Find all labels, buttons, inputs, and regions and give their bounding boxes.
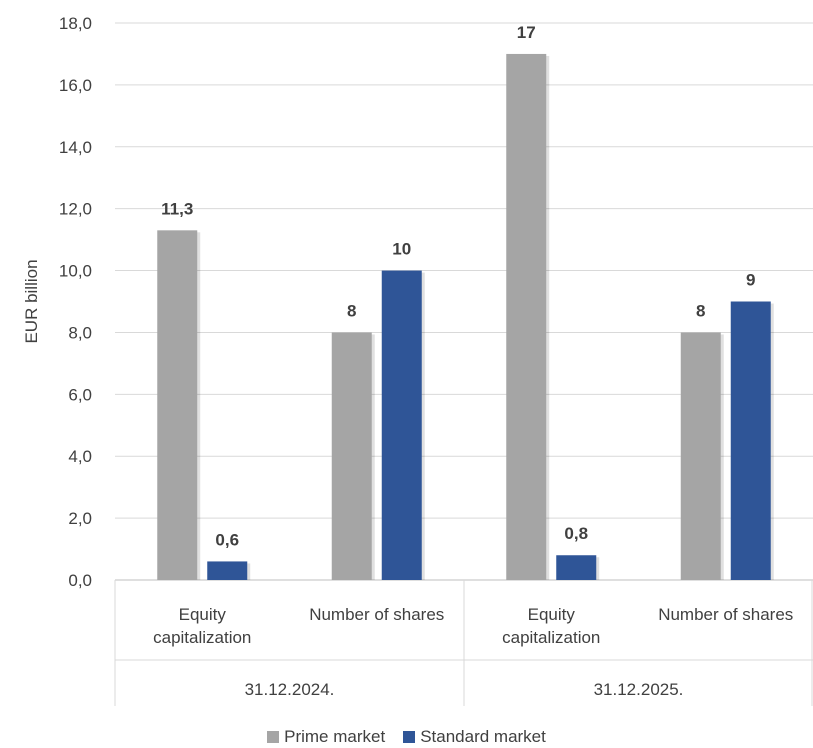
category-label: Number of shares	[658, 605, 793, 624]
data-label: 11,3	[161, 199, 193, 218]
category-label: capitalization	[153, 628, 251, 647]
y-tick-label: 10,0	[59, 262, 92, 281]
data-label: 8	[696, 301, 705, 320]
category-label: Number of shares	[309, 605, 444, 624]
y-tick-label: 18,0	[59, 14, 92, 33]
legend-item-prime: Prime market	[267, 727, 385, 747]
data-label: 17	[517, 23, 536, 42]
legend-item-standard: Standard market	[403, 727, 546, 747]
bar-standard-market	[730, 301, 771, 580]
data-label: 0,6	[215, 530, 239, 549]
group-label: 31.12.2025.	[594, 680, 684, 699]
bar-standard-market	[381, 270, 422, 580]
y-axis-label: EUR billion	[22, 259, 41, 343]
legend: Prime market Standard market	[0, 727, 813, 747]
y-tick-label: 12,0	[59, 200, 92, 219]
category-label: Equity	[528, 605, 576, 624]
category-label: Equity	[179, 605, 227, 624]
y-tick-label: 16,0	[59, 76, 92, 95]
group-label: 31.12.2024.	[245, 680, 335, 699]
y-tick-label: 6,0	[68, 385, 92, 404]
category-label: capitalization	[502, 628, 600, 647]
bar-prime-market	[157, 230, 198, 581]
bar-prime-market	[506, 53, 547, 580]
y-tick-label: 0,0	[68, 571, 92, 590]
data-label: 10	[392, 240, 411, 259]
legend-label-prime: Prime market	[284, 727, 386, 746]
data-label: 0,8	[564, 524, 588, 543]
legend-label-standard: Standard market	[420, 727, 546, 746]
y-tick-label: 4,0	[68, 447, 92, 466]
bar-prime-market	[680, 332, 721, 580]
bar-standard-market	[207, 561, 248, 580]
y-tick-label: 8,0	[68, 323, 92, 342]
y-tick-label: 2,0	[68, 509, 92, 528]
y-tick-label: 14,0	[59, 138, 92, 157]
legend-swatch-standard	[403, 731, 416, 743]
legend-swatch-prime	[267, 731, 280, 743]
bar-standard-market	[556, 555, 597, 580]
bar-prime-market	[331, 332, 372, 580]
data-label: 8	[347, 301, 356, 320]
data-label: 9	[746, 271, 755, 290]
